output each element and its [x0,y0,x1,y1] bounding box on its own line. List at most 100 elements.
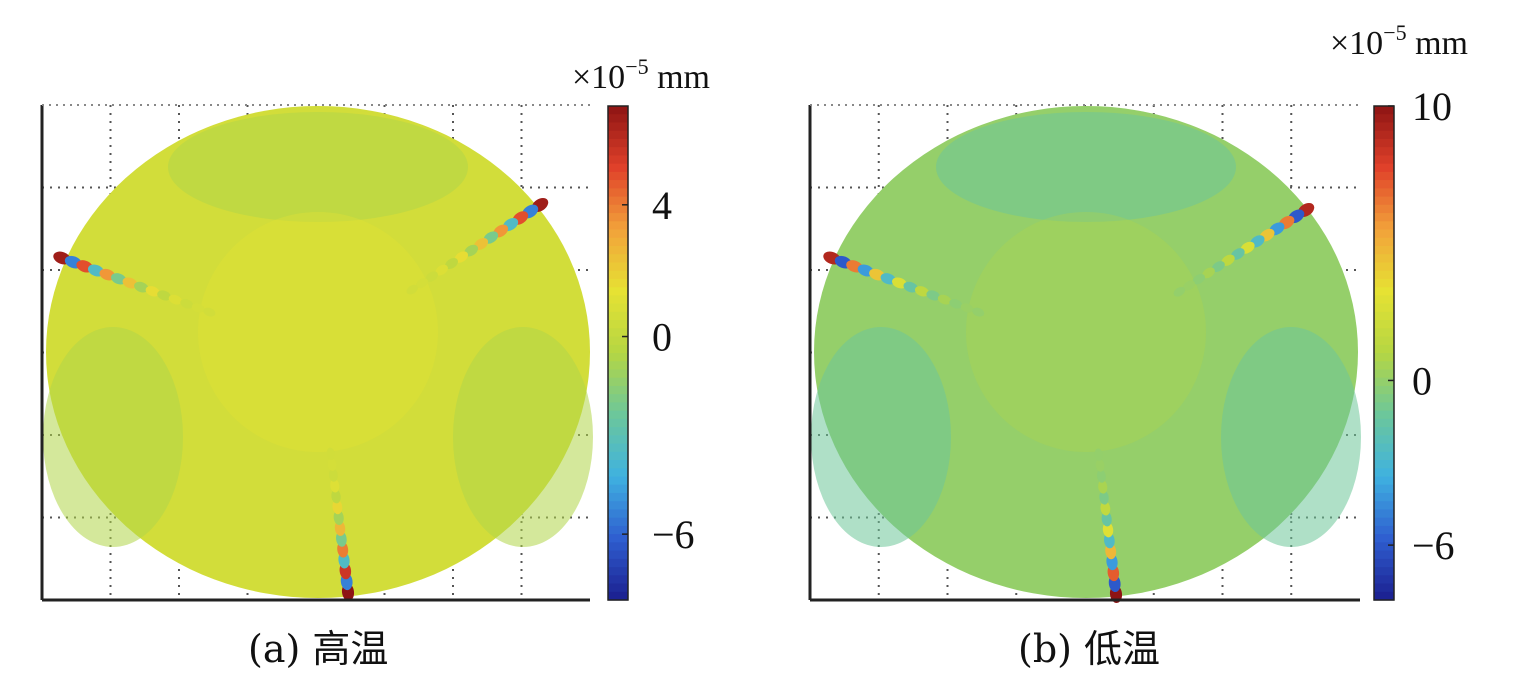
colorbar-segment [1374,361,1394,371]
colorbar-segment [608,287,628,296]
hotspot-mark [331,489,341,504]
colorbar-segment [608,196,628,206]
colorbar-segment [608,418,628,428]
displacement-disc [814,106,1358,598]
colorbar-segment [1374,394,1394,403]
shade-zone [43,327,183,547]
colorbar-unit-prefix-a: ×10 [572,59,626,96]
colorbar-segment [1374,575,1394,585]
colorbar-tick-label: 0 [1412,358,1432,403]
colorbar-segment [1374,517,1394,527]
colorbar-segment [1374,188,1394,198]
shade-zone [966,212,1206,452]
colorbar-segment [608,369,628,379]
colorbar-tick-label: −6 [652,512,695,557]
colorbar-segment [608,361,628,371]
colorbar-segment [1374,468,1394,478]
shade-zone [811,327,951,547]
colorbar-segment [608,484,628,494]
colorbar-segment [608,534,628,543]
hotspot-mark [168,294,182,305]
displacement-disc [46,106,590,598]
colorbar-segment [1374,155,1394,165]
colorbar-segment [1374,196,1394,206]
colorbar-border [607,105,629,601]
hotspot-mark [949,299,963,309]
colorbar-segment [608,163,628,173]
hotspot-mark [203,307,216,317]
colorbar-segment [1374,328,1394,338]
colorbar-segment [1374,443,1394,453]
colorbar-segment [608,468,628,478]
hotspot-mark [330,478,340,493]
colorbar-segment [1374,262,1394,272]
colorbar-segment [608,344,628,354]
colorbar-segment [608,320,628,329]
hotspot-mark [926,290,941,301]
panel-caption-b: (b) 低温 [1018,627,1161,671]
panel-caption-a: (a) 高温 [248,627,389,671]
hotspot-mark [157,290,171,301]
hotspot-mark [937,294,952,305]
colorbar-segment [1374,204,1394,214]
shade-zone [1221,327,1361,547]
hotspot-mark [914,286,930,297]
colorbar-segment [1374,369,1394,379]
colorbar-segment [608,492,628,502]
colorbar-segment [608,435,628,445]
hotspot-mark [111,273,127,285]
colorbar-segment [608,237,628,247]
colorbar-segment [1374,336,1394,346]
colorbar-unit-exponent-b: −5 [1383,20,1407,45]
hotspot-mark [145,286,160,297]
shade-zone [168,112,468,222]
hotspot-mark [454,251,468,263]
colorbar-segment [1374,402,1394,412]
colorbar-segment [1374,163,1394,173]
hotspot-mark [1173,286,1186,297]
colorbar-segment [608,213,628,222]
colorbar-segment [1374,122,1394,132]
colorbar-segment [608,155,628,165]
colorbar-segment [608,270,628,280]
colorbar-segment [608,501,628,511]
hotspot-mark [1100,501,1111,516]
hotspot-mark [1101,511,1112,527]
colorbar-segment [1374,525,1394,535]
colorbar-segment [608,394,628,403]
colorbar-segment [608,130,628,140]
colorbar-segment [1374,451,1394,461]
colorbar-tick-label: 4 [652,183,672,228]
colorbar-unit-b: ×10−5 mm [1330,22,1468,61]
colorbar-segment [1374,492,1394,502]
colorbar-segment [1374,509,1394,519]
shade-zone [936,112,1236,222]
colorbar-segment [1374,254,1394,264]
hotspot-mark [903,281,918,293]
colorbar-segment [1374,180,1394,189]
hotspot-mark [1192,273,1205,285]
colorbar-segment [1374,476,1394,486]
hotspot-mark [332,499,343,515]
colorbar-segment [608,525,628,535]
heatmap-group-a: 4 0 −6 [40,104,695,602]
colorbar-segment [608,443,628,453]
colorbar-segment [608,460,628,469]
colorbar-segment [608,221,628,231]
colorbar-unit-suffix-a: mm [648,59,711,96]
colorbar-segment [608,114,628,124]
colorbar-segment [1374,245,1394,255]
hotspot-mark [464,244,479,257]
colorbar-segment [1374,344,1394,354]
colorbar-segment [608,427,628,436]
colorbar-unit-a: ×10−5 mm [572,56,710,95]
colorbar-segment [608,147,628,156]
colorbar-segment [1374,287,1394,296]
hotspot-mark [191,303,205,313]
colorbar-segment [608,188,628,198]
colorbar-segment [608,295,628,305]
colorbar-segment [1374,418,1394,428]
colorbar-segment [1374,311,1394,321]
colorbar-segment [1374,435,1394,445]
hotspot-mark [972,307,985,317]
